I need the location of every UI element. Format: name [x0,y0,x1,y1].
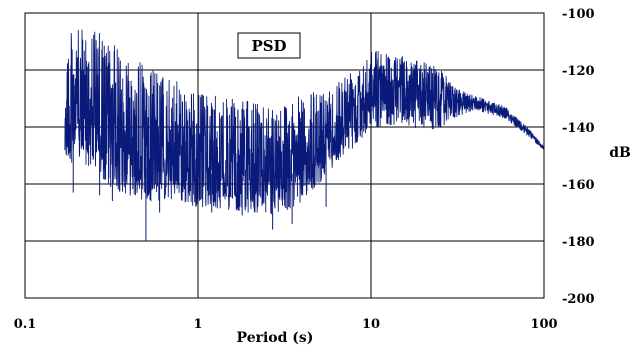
y-tick-label: -100 [562,7,595,22]
y-tick-label: -160 [562,178,595,193]
x-axis-title: Period (s) [237,330,314,346]
y-tick-label: -180 [562,235,595,250]
tick-labels: 0.1 1 10 100 -100 -120 -140 -160 -180 -200 [14,7,595,332]
x-tick-label: 10 [362,317,380,332]
legend-frame [237,32,301,59]
legend: PSD [237,32,301,59]
x-tick-label: 100 [530,317,557,332]
x-tick-label: 1 [193,317,202,332]
y-axis-title: dB [609,145,631,161]
x-tick-label: 0.1 [14,317,37,332]
y-tick-label: -120 [562,64,595,79]
y-tick-label: -200 [562,292,595,307]
plot-frame [24,12,545,299]
psd-series-line [64,29,545,215]
data-series-psd [64,29,545,241]
y-tick-label: -140 [562,121,595,136]
legend-entry-psd: PSD [251,37,286,55]
